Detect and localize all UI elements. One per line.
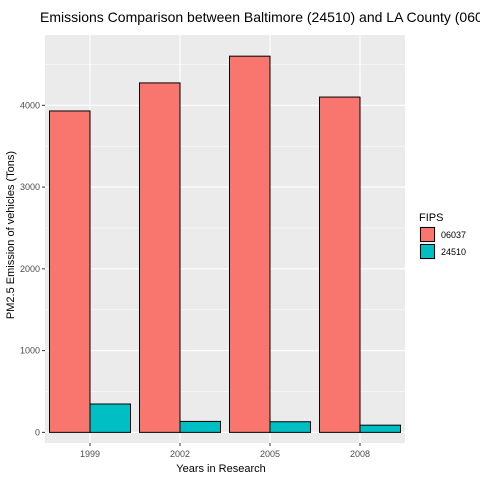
bar-06037-1999 [49, 110, 91, 433]
bar-24510-2008 [359, 424, 401, 433]
bar-06037-2008 [319, 96, 361, 433]
legend-label-06037: 06037 [441, 230, 466, 240]
y-tick-label: 2000 [20, 264, 40, 274]
bars [49, 55, 401, 433]
x-tick-label: 2002 [170, 449, 190, 459]
bar-06037-2005 [229, 55, 271, 433]
y-axis-title: PM2.5 Emission of vehicles (Tons) [5, 151, 17, 319]
legend-label-24510: 24510 [441, 247, 466, 257]
x-tick-label: 2008 [350, 449, 370, 459]
y-tick-label: 1000 [20, 346, 40, 356]
y-tick-label: 4000 [20, 100, 40, 110]
legend-swatch-24510 [420, 244, 435, 259]
bar-24510-2002 [179, 420, 221, 433]
x-axis-ticks: 1999 2002 2005 2008 [80, 443, 370, 459]
legend: FIPS 06037 24510 [419, 212, 466, 260]
bar-24510-1999 [89, 403, 131, 433]
bar-24510-2005 [269, 421, 311, 433]
x-axis-title: Years in Research [176, 463, 265, 475]
y-axis-ticks: 0 1000 2000 3000 4000 [20, 100, 45, 437]
y-tick-label: 0 [35, 427, 40, 437]
chart-title: Emissions Comparison between Baltimore (… [40, 9, 480, 25]
legend-title: FIPS [419, 212, 443, 224]
x-tick-label: 2005 [260, 449, 280, 459]
bar-06037-2002 [139, 82, 181, 433]
x-tick-label: 1999 [80, 449, 100, 459]
y-tick-label: 3000 [20, 182, 40, 192]
legend-swatch-06037 [420, 227, 435, 242]
